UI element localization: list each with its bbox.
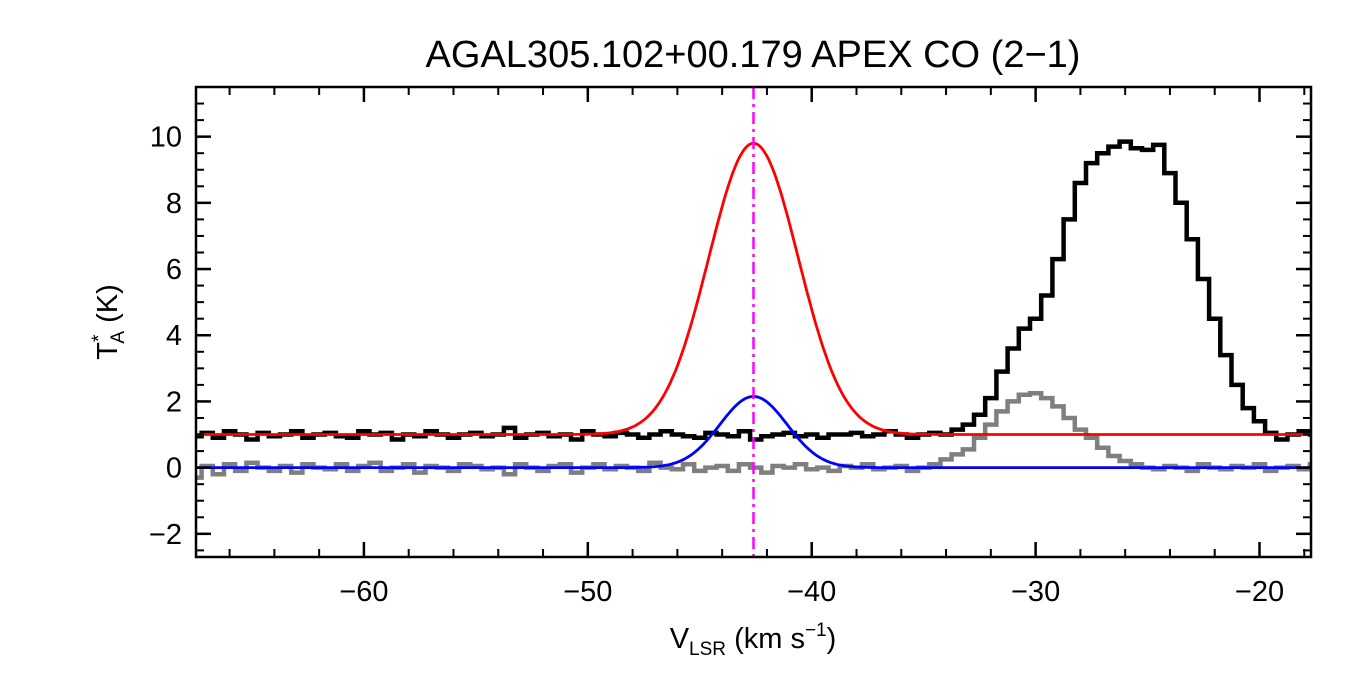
y-tick-label: 2 xyxy=(166,386,182,418)
y-tick-label: 4 xyxy=(166,320,182,352)
x-axis-label-units: (km s xyxy=(726,623,805,655)
x-tick-label: −30 xyxy=(1011,576,1060,608)
y-tick-label: 0 xyxy=(166,453,182,485)
x-tick-label: −40 xyxy=(787,576,836,608)
y-axis-label: T*A (K) xyxy=(89,284,129,360)
x-axis-label-exp: −1 xyxy=(805,620,827,641)
y-tick-label: −2 xyxy=(149,519,182,551)
y-axis-label-sup: * xyxy=(89,334,110,342)
y-axis-label-main: T xyxy=(92,342,124,360)
x-axis-label-close: ) xyxy=(827,623,837,655)
series-0-histogram xyxy=(196,139,1311,442)
y-axis-label-group: T*A (K) xyxy=(89,284,129,360)
x-axis-label-main: V xyxy=(670,623,690,655)
series-1-histogram xyxy=(196,390,1311,480)
chart-title: AGAL305.102+00.179 APEX CO (2−1) xyxy=(426,34,1081,76)
plot-frame xyxy=(194,85,1313,559)
x-axis-label: VLSR (km s−1) xyxy=(670,620,837,660)
y-tick-label: 6 xyxy=(166,254,182,286)
y-axis-label-sub: A xyxy=(108,331,129,344)
y-axis-label-units: (K) xyxy=(92,284,124,331)
x-tick-label: −60 xyxy=(339,576,388,608)
x-tick-label: −50 xyxy=(563,576,612,608)
y-tick-label: 10 xyxy=(150,122,182,154)
x-axis-label-sub: LSR xyxy=(689,639,726,660)
x-tick-label: −20 xyxy=(1235,576,1284,608)
y-tick-label: 8 xyxy=(166,188,182,220)
plot-area xyxy=(196,87,1311,557)
